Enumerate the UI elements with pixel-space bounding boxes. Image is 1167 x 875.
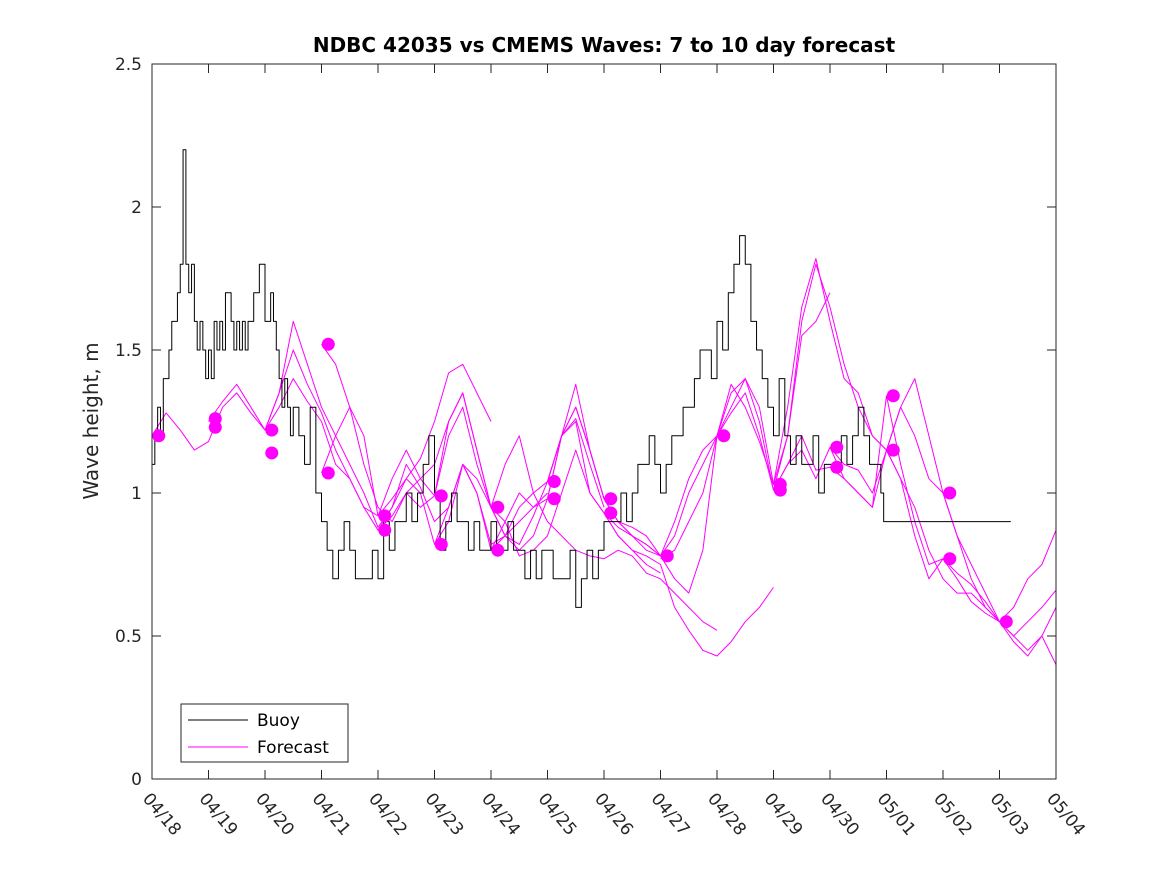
forecast-marker bbox=[321, 466, 335, 480]
plot-area bbox=[152, 64, 1056, 779]
forecast-marker bbox=[999, 615, 1013, 629]
marker-layer bbox=[152, 337, 1013, 629]
legend-label-buoy: Buoy bbox=[257, 711, 300, 731]
forecast-marker bbox=[434, 489, 448, 503]
forecast-marker bbox=[943, 552, 957, 566]
forecast-marker bbox=[491, 500, 505, 514]
forecast-marker bbox=[830, 460, 844, 474]
y-axis-label: Wave height, m bbox=[79, 342, 103, 499]
y-tick-label: 0.5 bbox=[115, 627, 142, 647]
y-tick-label: 2.5 bbox=[115, 55, 142, 75]
forecast-marker bbox=[265, 423, 279, 437]
series-line-forecast-14 bbox=[886, 449, 1057, 651]
series-line-forecast-6 bbox=[377, 435, 718, 631]
forecast-marker bbox=[886, 443, 900, 457]
forecast-marker bbox=[943, 486, 957, 500]
series-line-buoy bbox=[152, 149, 1011, 608]
y-tick-label: 1.5 bbox=[115, 341, 142, 361]
chart-title: NDBC 42035 vs CMEMS Waves: 7 to 10 day f… bbox=[313, 33, 896, 57]
series-line-forecast-1 bbox=[151, 363, 492, 517]
forecast-marker bbox=[604, 492, 618, 506]
forecast-marker bbox=[717, 429, 731, 443]
forecast-marker bbox=[547, 475, 561, 489]
legend-box bbox=[180, 703, 349, 763]
forecast-marker bbox=[830, 440, 844, 454]
forecast-marker bbox=[265, 446, 279, 460]
forecast-marker bbox=[378, 509, 392, 523]
series-line-forecast-3 bbox=[264, 349, 605, 545]
forecast-marker bbox=[321, 337, 335, 351]
forecast-marker bbox=[773, 483, 787, 497]
forecast-marker bbox=[434, 537, 448, 551]
forecast-marker bbox=[208, 420, 222, 434]
legend-label-forecast: Forecast bbox=[257, 738, 329, 758]
forecast-marker bbox=[547, 492, 561, 506]
forecast-marker bbox=[152, 429, 166, 443]
y-tick-label: 1 bbox=[131, 484, 142, 504]
y-axis-ticks: 0 0.5 1 1.5 2 2.5 bbox=[115, 55, 1056, 790]
forecast-marker bbox=[886, 389, 900, 403]
legend: Buoy Forecast bbox=[180, 703, 349, 763]
y-tick-label: 0 bbox=[131, 770, 142, 790]
series-layer bbox=[151, 149, 1057, 665]
forecast-marker bbox=[660, 549, 674, 563]
forecast-marker bbox=[491, 543, 505, 557]
forecast-marker bbox=[604, 506, 618, 520]
forecast-marker bbox=[378, 523, 392, 537]
y-tick-label: 2 bbox=[131, 198, 142, 218]
